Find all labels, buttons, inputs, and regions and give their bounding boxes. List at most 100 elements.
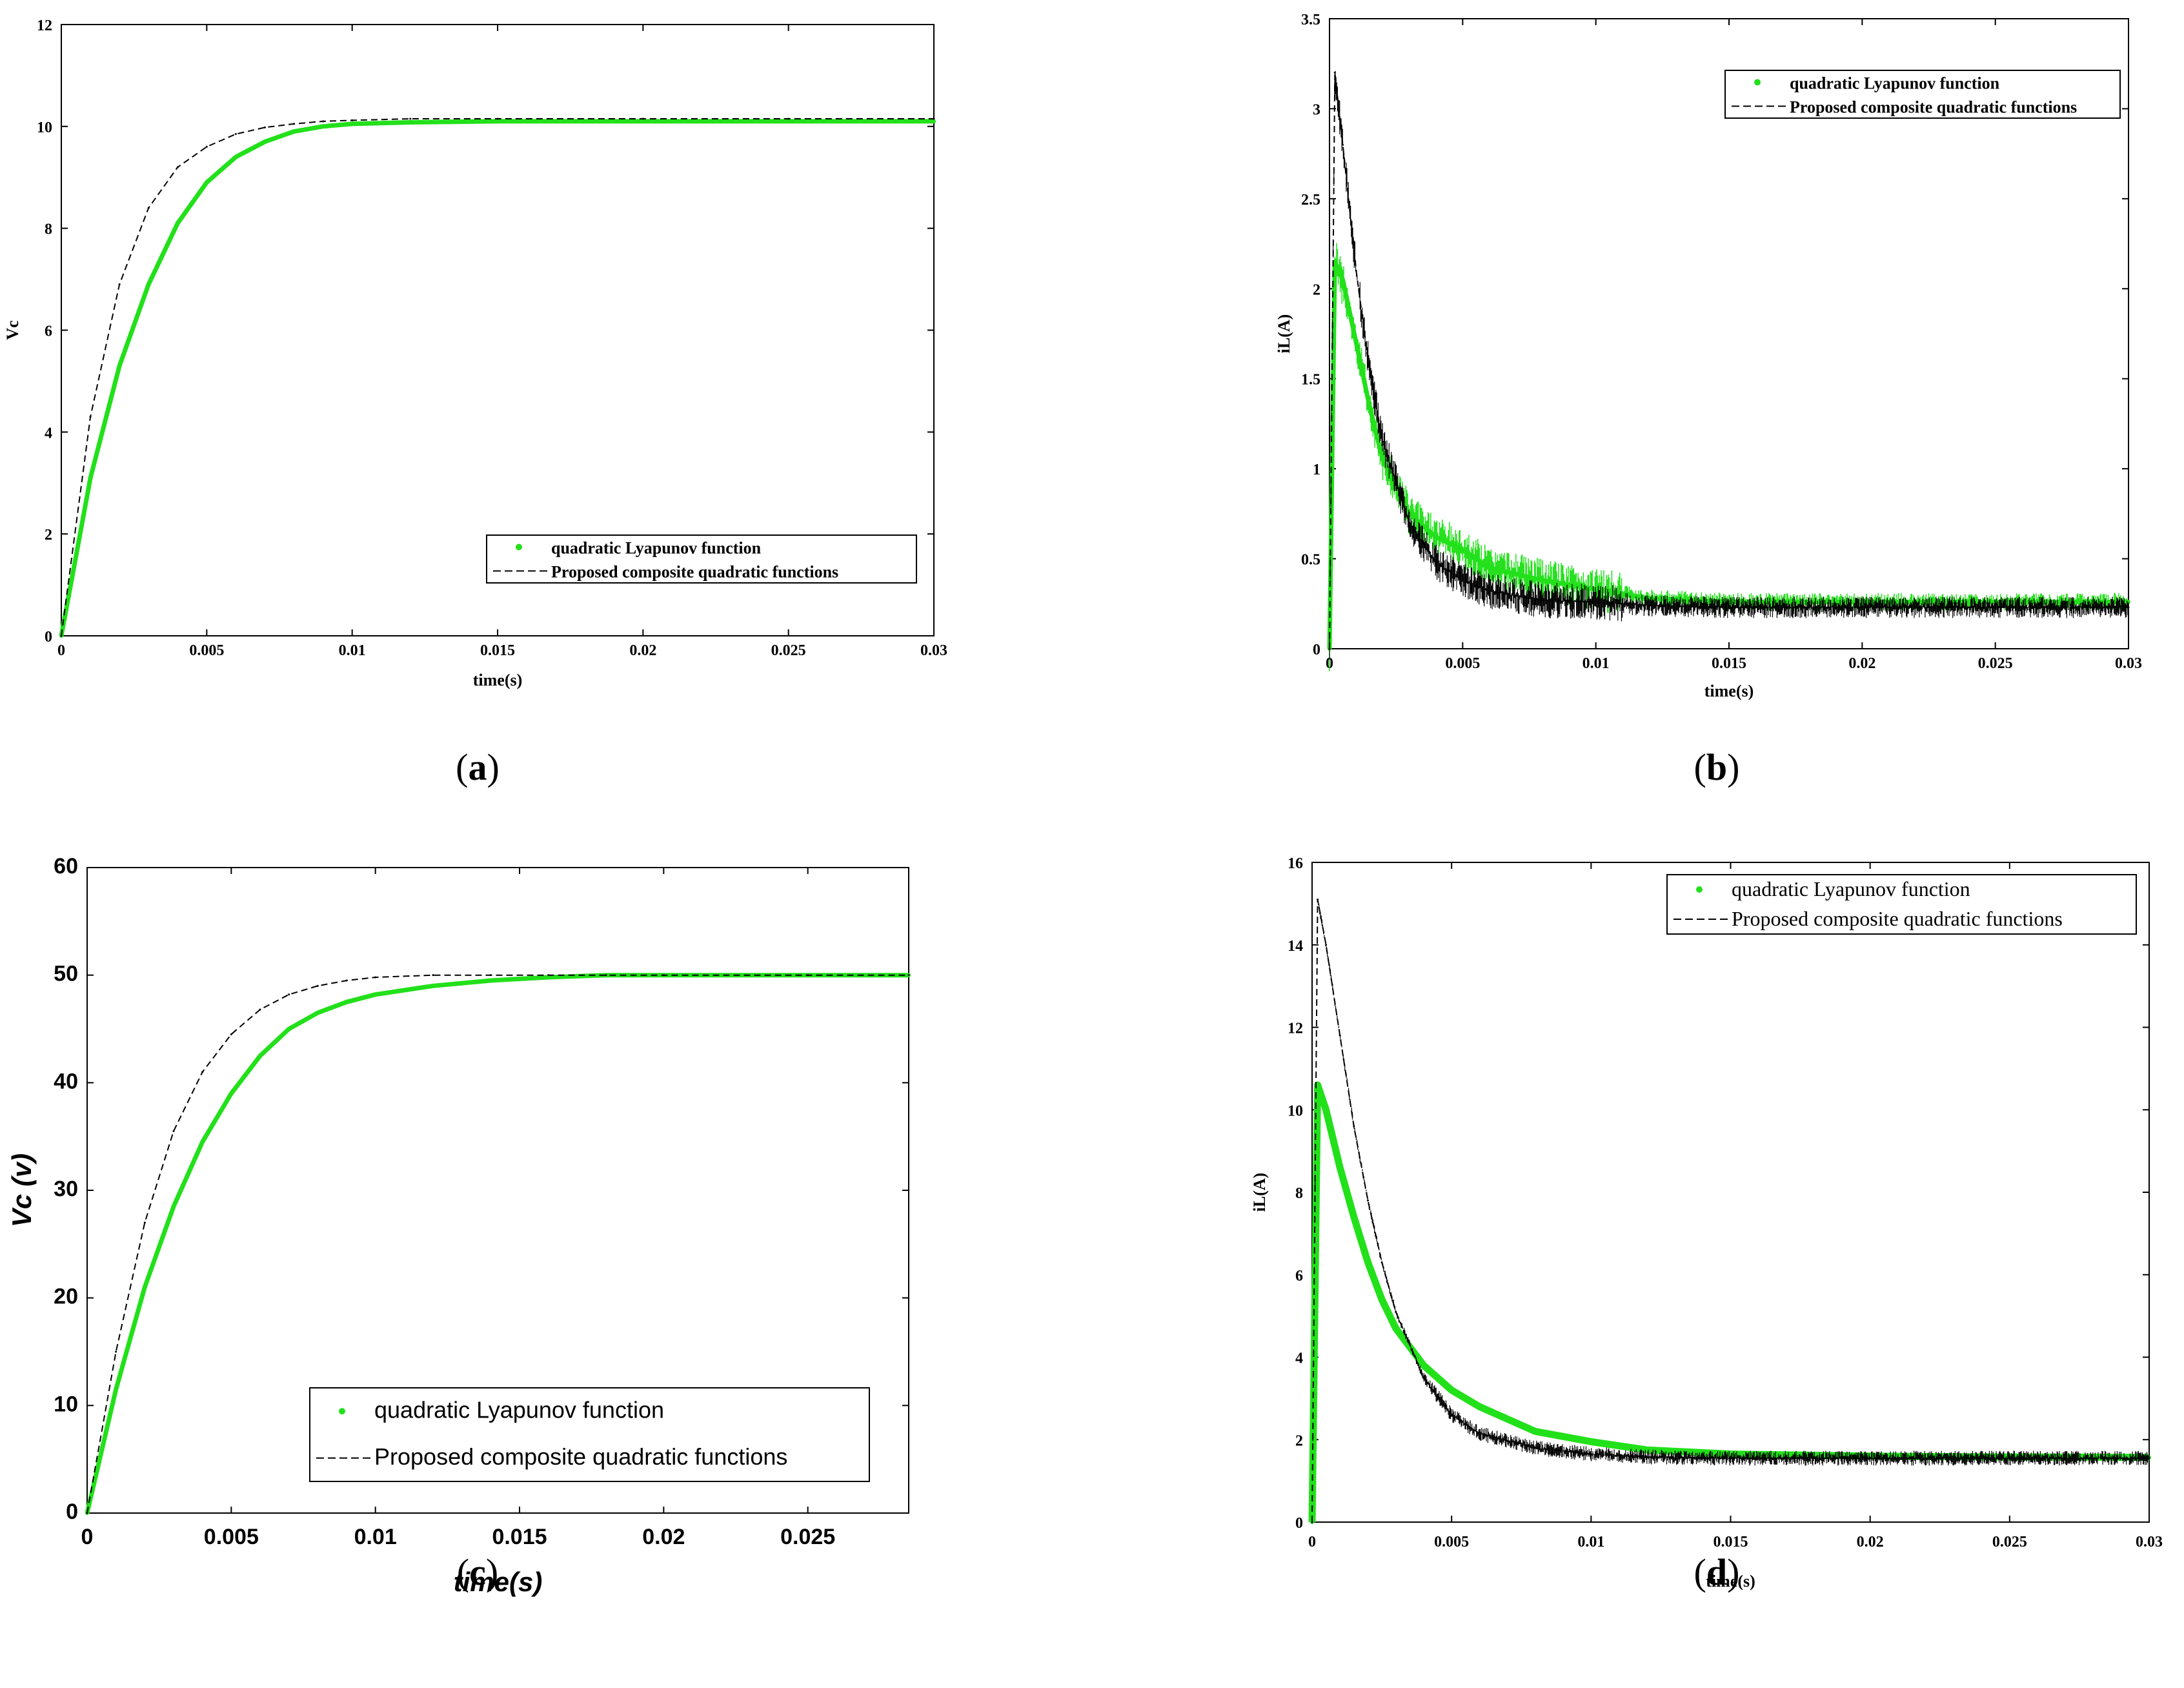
x-axis-label: time(s) — [473, 671, 523, 689]
data-point-quadratic — [1477, 1405, 1482, 1409]
data-point-composite — [1450, 1414, 1453, 1416]
data-point-quadratic — [496, 119, 500, 123]
data-point-composite — [89, 416, 92, 418]
data-point-quadratic — [176, 221, 180, 225]
caption-close: ) — [487, 746, 500, 788]
data-point-quadratic — [1340, 278, 1345, 282]
data-point-quadratic — [88, 476, 93, 480]
y-tick-label: 1 — [1313, 462, 1320, 478]
data-point-quadratic — [1450, 1388, 1454, 1392]
data-point-composite — [432, 974, 434, 977]
y-tick-label: 2 — [1295, 1432, 1303, 1449]
legend-box — [486, 534, 917, 584]
data-point-quadratic — [263, 139, 267, 144]
data-point-composite — [1595, 600, 1597, 603]
data-point-quadratic — [316, 1011, 320, 1015]
data-point-composite — [1730, 1457, 1732, 1459]
legend-marker-quadratic — [339, 1408, 345, 1415]
y-tick-label: 16 — [1288, 855, 1303, 872]
y-tick-label: 0 — [1295, 1515, 1303, 1532]
data-point-quadratic — [345, 1000, 349, 1004]
series-proposed-composite — [86, 974, 910, 1514]
caption-letter: c — [469, 1551, 486, 1593]
panel-caption: (c) — [457, 1551, 498, 1593]
data-point-composite — [1395, 1310, 1397, 1313]
y-tick-label: 20 — [54, 1285, 78, 1309]
data-point-quadratic — [234, 155, 238, 159]
data-point-quadratic — [147, 282, 151, 287]
data-point-composite — [547, 974, 550, 977]
y-tick-label: 12 — [1288, 1021, 1303, 1037]
legend-label-quadratic: quadratic Lyapunov function — [374, 1396, 664, 1423]
data-point-composite — [316, 984, 319, 987]
legend-label-quadratic: quadratic Lyapunov function — [1732, 877, 1970, 900]
x-axis-label: time(s) — [454, 1567, 543, 1597]
data-point-composite — [259, 1008, 261, 1011]
series-proposed-composite — [1311, 898, 2150, 1523]
data-point-quadratic — [1461, 547, 1465, 552]
y-tick-label: 0 — [1313, 642, 1320, 658]
legend-label-composite: Proposed composite quadratic functions — [374, 1443, 787, 1470]
data-point-composite — [807, 974, 809, 977]
data-point-quadratic — [1541, 578, 1545, 583]
plot-area — [1311, 862, 2150, 1523]
data-point-composite — [1317, 898, 1319, 900]
data-point-composite — [1646, 1456, 1648, 1458]
data-point-composite — [1368, 369, 1371, 371]
data-point-composite — [1380, 1261, 1383, 1264]
y-tick-label: 0 — [45, 629, 52, 646]
y-tick-label: 4 — [1295, 1350, 1303, 1367]
legend-marker-quadratic — [516, 544, 522, 551]
x-axis-label: time(s) — [1706, 1572, 1755, 1591]
data-point-quadratic — [1421, 1363, 1426, 1368]
series-quadratic-lyapunov — [59, 119, 936, 638]
data-point-composite — [263, 126, 266, 128]
legend-label-composite: Proposed composite quadratic functions — [1790, 98, 2077, 117]
data-point-composite — [201, 1071, 204, 1073]
data-point-composite — [496, 117, 499, 120]
data-point-composite — [1534, 1447, 1537, 1449]
data-point-quadratic — [1393, 1326, 1398, 1330]
x-tick-label: 0.025 — [1992, 1534, 2027, 1551]
data-point-composite — [1861, 606, 1863, 609]
data-point-composite — [172, 1130, 175, 1132]
series-line-composite — [86, 974, 909, 1514]
data-point-composite — [288, 993, 290, 996]
data-point-quadratic — [641, 119, 645, 123]
y-tick-label: 8 — [1295, 1185, 1303, 1202]
x-tick-label: 0.015 — [492, 1525, 547, 1549]
caption-open: ( — [1694, 1551, 1706, 1593]
data-point-composite — [351, 119, 354, 121]
data-point-quadratic — [1380, 458, 1385, 462]
data-point-composite — [1339, 1034, 1341, 1037]
data-point-composite — [143, 1221, 146, 1224]
data-point-quadratic — [1351, 1215, 1356, 1219]
caption-open: ( — [457, 1551, 469, 1593]
data-point-quadratic — [321, 124, 325, 128]
caption-close: ) — [1727, 1551, 1739, 1593]
x-tick-label: 0.01 — [339, 642, 366, 659]
x-tick-label: 0.025 — [780, 1525, 835, 1549]
caption-letter: a — [469, 746, 487, 788]
y-tick-label: 0.5 — [1301, 552, 1320, 569]
legend-box — [1724, 70, 2121, 119]
chart-panel-b: 00.0050.010.0150.020.0250.0300.511.522.5… — [1275, 12, 2142, 788]
y-tick-label: 2 — [1313, 281, 1320, 298]
data-point-composite — [409, 117, 412, 120]
data-point-composite — [1648, 604, 1650, 607]
legend-marker-quadratic — [1696, 886, 1703, 893]
series-line-quadratic — [59, 119, 934, 636]
data-point-composite — [1353, 1125, 1355, 1128]
y-tick-label: 2 — [45, 527, 52, 544]
y-tick-label: 4 — [45, 425, 52, 442]
x-tick-label: 0.03 — [2136, 1534, 2163, 1551]
data-point-composite — [1325, 944, 1328, 946]
data-point-quadratic — [546, 975, 551, 979]
x-tick-label: 0.02 — [1848, 655, 1876, 672]
data-point-composite — [1869, 1457, 1872, 1459]
x-tick-label: 0.025 — [771, 642, 806, 659]
chart-panel-a: 0 0.005 0.01 0.015 0.02 0.025 0.03 0 2 4 6 8 10 12 tim… — [3, 17, 947, 788]
legend-label-quadratic: quadratic Lyapunov function — [551, 539, 762, 558]
data-point-quadratic — [114, 1387, 118, 1392]
